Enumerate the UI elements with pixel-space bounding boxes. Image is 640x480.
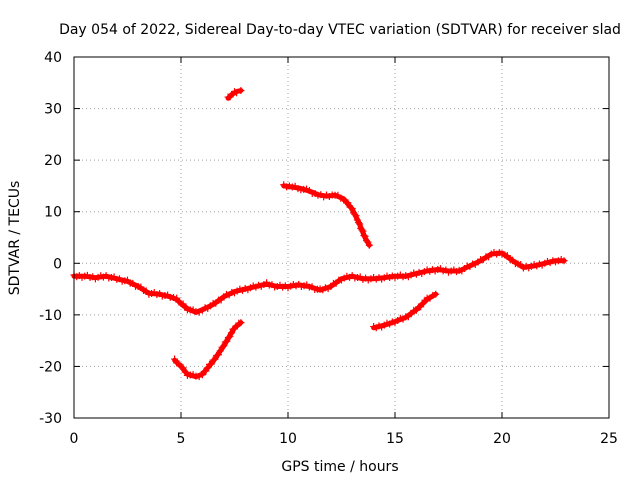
series-lower-track-marker [179,364,187,372]
series-descending-track-marker [348,205,356,213]
x-tick-label: 0 [70,431,79,447]
y-tick-label: 0 [53,256,62,272]
series-lower-track-marker [207,360,215,368]
series-descending-track-marker [358,226,366,234]
series-main-track-marker [560,257,568,265]
series-descending-track [280,181,373,249]
x-tick-label: 5 [177,431,186,447]
chart-title: Day 054 of 2022, Sidereal Day-to-day VTE… [59,22,621,38]
series-lower-track-marker [237,319,245,327]
data-layer [70,87,568,381]
series-main-track-marker [170,293,178,301]
series-descending-track-marker [352,212,360,220]
y-tick-label: 10 [44,205,62,221]
x-tick-label: 15 [386,431,404,447]
y-tick-label: -30 [39,411,62,427]
y-tick-label: -20 [39,359,62,375]
series-descending-track-marker [360,232,368,240]
y-tick-label: 30 [44,102,62,118]
series-descending-track-marker [359,227,367,235]
series-lower-track-marker [171,355,179,363]
series-descending-track-marker [356,220,364,228]
series-descending-track-marker [361,232,369,240]
y-tick-label: -10 [39,308,62,324]
y-tick-label: 40 [44,50,62,66]
series-lower-track-marker [223,337,231,345]
series-main-track [70,249,568,316]
x-tick-label: 20 [493,431,511,447]
series-lower-track [171,319,245,381]
ticks: 0 5 10 15 20 25 -30 -20 -10 0 10 20 30 40 [39,50,618,447]
series-descending-track-marker [362,237,370,245]
series-upper-short-track-marker [237,87,245,95]
series-rising-track [370,290,440,332]
plot-frame [73,56,610,419]
y-axis-label: SDTVAR / TECUs [7,181,23,296]
series-descending-track-marker [364,238,372,246]
x-axis-label: GPS time / hours [281,459,398,475]
series-lower-track-marker [226,333,234,341]
series-main-track-marker [179,300,187,308]
series-rising-track-marker [432,290,440,298]
grid [74,57,609,418]
series-descending-track-marker [355,219,363,227]
x-tick-label: 10 [279,431,297,447]
series-lower-track-marker [221,338,229,346]
series-lower-track-marker [227,329,235,337]
series-lower-track-marker [224,333,232,341]
series-upper-short-track-marker [233,89,241,97]
series-upper-short-track [224,87,245,101]
series-lower-track-marker [214,351,222,359]
series-lower-track-marker [220,342,228,350]
series-main-track-marker [173,294,181,302]
series-descending-track-marker [365,241,373,249]
x-tick-label: 25 [600,431,618,447]
series-descending-track-marker [351,210,359,218]
y-tick-label: 20 [44,153,62,169]
series-lower-track-marker [211,355,219,363]
series-lower-track-marker [216,347,224,355]
series-main-track-marker [503,252,511,260]
series-descending-track-marker [344,199,352,207]
